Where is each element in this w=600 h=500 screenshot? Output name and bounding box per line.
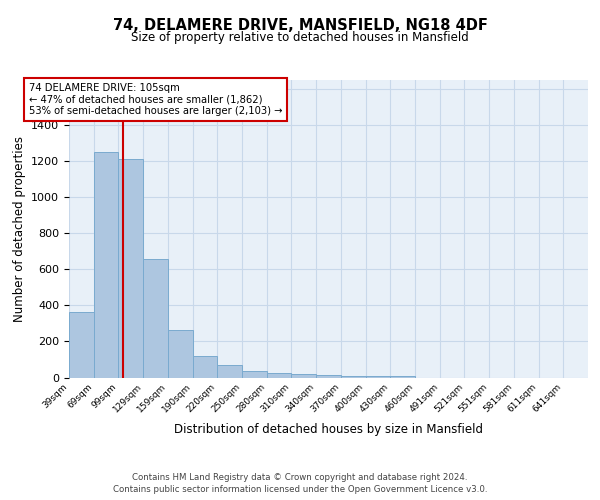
Bar	[143, 260, 168, 378]
Bar	[390, 376, 415, 378]
X-axis label: Distribution of detached houses by size in Mansfield: Distribution of detached houses by size …	[174, 423, 483, 436]
Y-axis label: Number of detached properties: Number of detached properties	[13, 136, 26, 322]
Bar	[341, 376, 365, 378]
Bar	[292, 374, 316, 378]
Bar	[217, 365, 242, 378]
Bar	[69, 312, 94, 378]
Bar	[242, 370, 267, 378]
Bar	[365, 376, 390, 378]
Bar	[193, 356, 217, 378]
Bar	[267, 373, 292, 378]
Bar	[118, 160, 143, 378]
Text: 74, DELAMERE DRIVE, MANSFIELD, NG18 4DF: 74, DELAMERE DRIVE, MANSFIELD, NG18 4DF	[113, 18, 487, 32]
Text: 74 DELAMERE DRIVE: 105sqm
← 47% of detached houses are smaller (1,862)
53% of se: 74 DELAMERE DRIVE: 105sqm ← 47% of detac…	[29, 83, 283, 116]
Text: Contains HM Land Registry data © Crown copyright and database right 2024.
Contai: Contains HM Land Registry data © Crown c…	[113, 472, 487, 494]
Text: Size of property relative to detached houses in Mansfield: Size of property relative to detached ho…	[131, 31, 469, 44]
Bar	[94, 152, 118, 378]
Bar	[316, 376, 341, 378]
Bar	[168, 330, 193, 378]
